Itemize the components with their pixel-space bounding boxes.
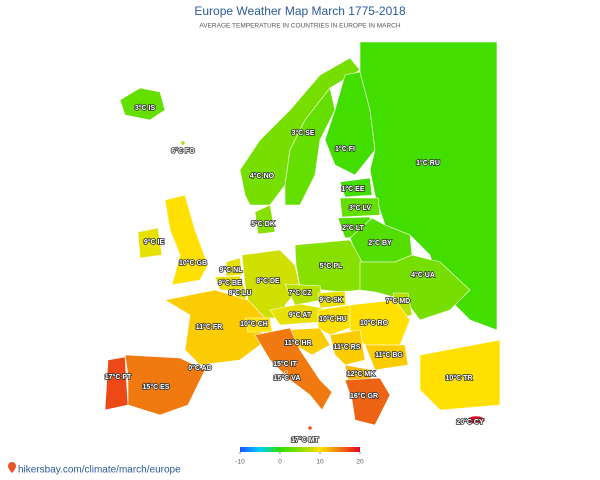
country-label: 17°C PT (105, 373, 132, 381)
country-label: 5°C PL (320, 262, 343, 270)
country-label: 2°C BY (368, 239, 392, 247)
country-label: 3°C SE (291, 129, 314, 137)
country-shape (294, 239, 363, 293)
country-label: 9°C IE (144, 238, 165, 246)
color-scale (240, 447, 360, 452)
country-label: 11°C FR (196, 323, 223, 331)
country-shape (359, 254, 471, 321)
country-shape (164, 289, 266, 366)
country-label: 15°C IT (273, 360, 298, 368)
country-shape (284, 87, 336, 206)
country-shape (364, 344, 409, 371)
country-shape (419, 339, 501, 411)
country-shape (254, 204, 276, 235)
country-label: 1°C EE (341, 185, 364, 193)
pin-icon (8, 462, 16, 473)
country-label: 10°C TR (446, 374, 473, 382)
country-label: 11°C BG (375, 351, 403, 359)
country-shape (344, 377, 391, 426)
legend-tick-label: 10 (316, 459, 324, 466)
title: Europe Weather Map March 1775-2018 (194, 4, 406, 18)
country-label: 11°C HR (284, 339, 311, 347)
country-label: 4°C NO (250, 172, 275, 180)
country-shape (339, 177, 373, 198)
country-label: 1°C FI (335, 145, 355, 153)
country-label: 10°C GB (179, 259, 207, 267)
country-shape (307, 425, 313, 431)
country-label: 17°C MT (291, 436, 319, 444)
country-label: 9°C NL (219, 266, 243, 274)
country-label: 5°C DK (251, 220, 275, 228)
country-shape (164, 194, 209, 286)
legend-tick-label: 20 (356, 459, 364, 466)
country-label: 7°C MD (386, 297, 411, 305)
legend-tick-label: -10 (235, 459, 245, 466)
country-shape (317, 290, 347, 309)
country-shape (202, 364, 208, 370)
country-shape (104, 356, 129, 411)
country-label: 11°C RS (334, 343, 361, 351)
country-label: 0°C AD (188, 364, 212, 372)
country-label: 4°C UA (411, 271, 435, 279)
country-label: 16°C GR (350, 392, 378, 400)
country-shape (180, 140, 186, 146)
country-label: 2°C LT (342, 224, 364, 232)
country-shape (317, 304, 359, 336)
country-shape (119, 87, 166, 121)
country-shape (137, 227, 163, 259)
country-label: 9°C SK (319, 296, 342, 304)
country-shape (235, 288, 247, 300)
country-label: 8°C DE (256, 277, 280, 285)
country-label: 20°C CY (456, 418, 484, 426)
country-label: 15°C ES (143, 383, 170, 391)
country-label: 1°C RU (416, 159, 440, 167)
country-label: 10°C CH (240, 320, 268, 328)
legend-tick-label: 0 (278, 459, 282, 466)
country-label: 12°C MK (347, 370, 375, 378)
country-label: 9°C BE (218, 279, 242, 287)
country-label: 3°C LV (349, 204, 371, 212)
country-shape (329, 329, 366, 366)
country-label: 6°C FO (171, 147, 195, 155)
countries (104, 41, 501, 431)
subtitle: AVERAGE TEMPERATURE IN COUNTRIES IN EURO… (199, 23, 400, 30)
country-labels: 3°C IS 6°C FO 4°C NO 3°C SE 1°C FI 1°C RU 1°C … (104, 103, 485, 445)
country-shape (339, 197, 381, 218)
country-shape (254, 327, 333, 411)
country-label: 9°C AT (289, 311, 312, 319)
country-label: 7°C CZ (288, 289, 312, 297)
country-shape (225, 257, 243, 277)
source-link[interactable]: hikersbay.com/climate/march/europe (18, 465, 181, 476)
country-label: 3°C IS (135, 104, 156, 112)
country-shape (124, 354, 206, 416)
country-label: 10°C RO (360, 319, 389, 327)
country-shape (466, 415, 486, 425)
country-shape (284, 370, 288, 374)
country-label: 15°C VA (274, 374, 301, 382)
country-label: 8°C LU (228, 289, 251, 297)
country-label: 10°C HU (319, 315, 347, 323)
